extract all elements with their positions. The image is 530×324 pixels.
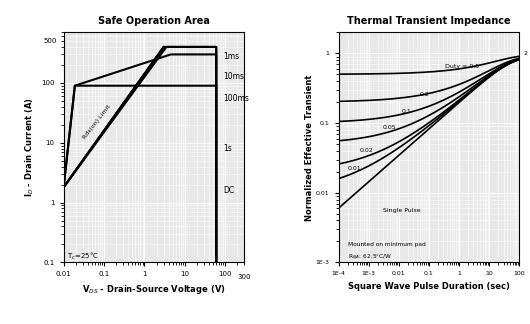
- Y-axis label: I$_D$ - Drain Current (A): I$_D$ - Drain Current (A): [23, 97, 36, 198]
- Y-axis label: Normalized Effective Transient: Normalized Effective Transient: [305, 74, 314, 221]
- Text: 10ms: 10ms: [223, 72, 244, 81]
- Text: DC: DC: [223, 186, 234, 195]
- X-axis label: Square Wave Pulse Duration (sec): Square Wave Pulse Duration (sec): [348, 282, 510, 291]
- Text: R$_{\theta JA}$: 62.5°C/W: R$_{\theta JA}$: 62.5°C/W: [348, 253, 392, 263]
- Text: 2: 2: [523, 51, 527, 56]
- Text: Single Pulse: Single Pulse: [383, 208, 421, 213]
- Text: Mounted on minimum pad: Mounted on minimum pad: [348, 242, 426, 247]
- Text: 0.2: 0.2: [420, 92, 430, 97]
- Text: 300: 300: [238, 274, 251, 280]
- Text: T$_c$=25°C: T$_c$=25°C: [67, 251, 99, 262]
- Text: 0.1: 0.1: [401, 109, 411, 114]
- Text: 1ms: 1ms: [223, 52, 240, 61]
- Text: Duty = 0.5: Duty = 0.5: [445, 64, 480, 69]
- Text: 100ms: 100ms: [223, 94, 249, 103]
- Text: 1s: 1s: [223, 144, 232, 153]
- Text: 0.05: 0.05: [383, 125, 396, 131]
- Text: 0.02: 0.02: [359, 148, 373, 153]
- X-axis label: V$_{DS}$ - Drain-Source Voltage (V): V$_{DS}$ - Drain-Source Voltage (V): [82, 283, 226, 296]
- Text: 0.01: 0.01: [348, 167, 361, 171]
- Text: Rds(on) Limit: Rds(on) Limit: [82, 104, 111, 140]
- Title: Safe Operation Area: Safe Operation Area: [98, 16, 210, 26]
- Text: 500: 500: [43, 38, 57, 44]
- Title: Thermal Transient Impedance: Thermal Transient Impedance: [347, 16, 511, 26]
